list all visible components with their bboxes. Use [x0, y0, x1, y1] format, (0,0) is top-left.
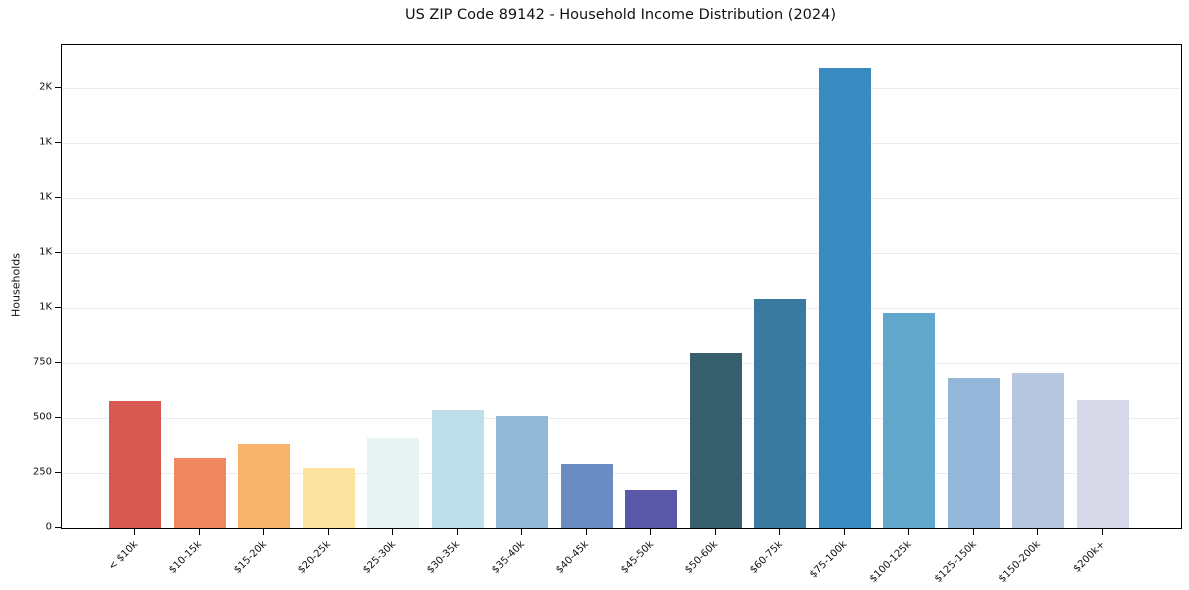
- y-tick-mark: [55, 141, 61, 144]
- plot-area: [61, 44, 1182, 529]
- x-tick-label: $125-150k: [932, 539, 979, 585]
- bar-$35-40k: [496, 415, 548, 528]
- x-tick-mark: [198, 529, 200, 535]
- x-tick-label: $50-60k: [683, 539, 721, 576]
- x-tick-label: $60-75k: [747, 539, 785, 576]
- bar-$50-60k: [689, 353, 742, 528]
- bar-$15-20k: [238, 444, 290, 528]
- bar-$125-150k: [947, 378, 1000, 528]
- gridline: [62, 142, 1181, 144]
- x-tick-label: $30-35k: [425, 539, 463, 576]
- x-tick-label: $35-40k: [489, 539, 527, 576]
- y-tick-label: 1K: [39, 191, 52, 203]
- bar-$25-30k: [367, 437, 419, 528]
- x-tick-mark: [1037, 529, 1039, 535]
- y-tick-mark: [55, 361, 61, 364]
- x-tick-mark: [972, 529, 974, 535]
- x-tick-mark: [585, 529, 587, 535]
- bar-< $10k: [109, 401, 161, 528]
- x-tick-mark: [456, 529, 458, 535]
- x-tick-label: $40-45k: [554, 539, 592, 576]
- y-tick-label: 1K: [39, 246, 52, 258]
- x-tick-mark: [714, 529, 716, 535]
- x-tick-label: $10-15k: [167, 539, 205, 576]
- x-tick-label: $200k+: [1071, 539, 1108, 575]
- x-tick-mark: [843, 529, 845, 535]
- x-tick-label: $150-200k: [996, 539, 1043, 585]
- y-tick-mark: [55, 306, 61, 309]
- gridline: [62, 307, 1181, 309]
- x-tick-mark: [650, 529, 652, 535]
- x-tick-mark: [134, 529, 136, 535]
- bar-$100-125k: [883, 313, 935, 528]
- x-tick-label: $15-20k: [231, 539, 269, 576]
- bar-$75-100k: [818, 68, 871, 528]
- bar-$60-75k: [754, 299, 806, 528]
- bar-$200k+: [1076, 400, 1129, 528]
- x-tick-label: $75-100k: [807, 539, 850, 581]
- bar-$150-200k: [1012, 372, 1064, 528]
- gridline: [62, 252, 1181, 254]
- x-tick-mark: [521, 529, 523, 535]
- gridline: [62, 417, 1181, 419]
- x-tick-label: $100-125k: [867, 539, 914, 585]
- x-tick-label: $45-50k: [618, 539, 656, 576]
- x-tick-mark: [327, 529, 329, 535]
- gridline: [62, 472, 1181, 474]
- bar-$40-45k: [560, 464, 613, 528]
- y-tick-label: 1K: [39, 136, 52, 148]
- y-tick-mark: [55, 86, 61, 89]
- x-tick-mark: [1101, 529, 1103, 535]
- y-tick-label: 1K: [39, 301, 52, 313]
- chart-title: US ZIP Code 89142 - Household Income Dis…: [404, 7, 837, 23]
- x-tick-label: < $10k: [106, 539, 140, 573]
- gridline: [62, 197, 1181, 199]
- x-tick-mark: [263, 529, 265, 535]
- x-tick-label: $25-30k: [360, 539, 398, 576]
- y-tick-mark: [55, 471, 61, 474]
- y-tick-label: 750: [32, 356, 52, 368]
- y-tick-mark: [55, 527, 61, 529]
- y-tick-label: 500: [32, 411, 52, 423]
- gridline: [62, 87, 1181, 89]
- x-tick-label: $20-25k: [296, 539, 334, 576]
- y-tick-label: 0: [45, 521, 52, 533]
- x-tick-mark: [908, 529, 910, 535]
- y-tick-mark: [55, 251, 61, 254]
- x-tick-mark: [779, 529, 781, 535]
- bar-$30-35k: [431, 410, 484, 528]
- y-tick-mark: [55, 416, 61, 419]
- bar-$10-15k: [173, 457, 226, 528]
- y-tick-mark: [55, 196, 61, 199]
- y-tick-label: 250: [32, 466, 52, 478]
- y-tick-label: 2K: [39, 81, 52, 93]
- bar-$20-25k: [302, 467, 355, 528]
- bar-$45-50k: [625, 489, 677, 528]
- x-tick-mark: [392, 529, 394, 535]
- gridline: [62, 362, 1181, 364]
- y-axis-label: Households: [9, 253, 23, 317]
